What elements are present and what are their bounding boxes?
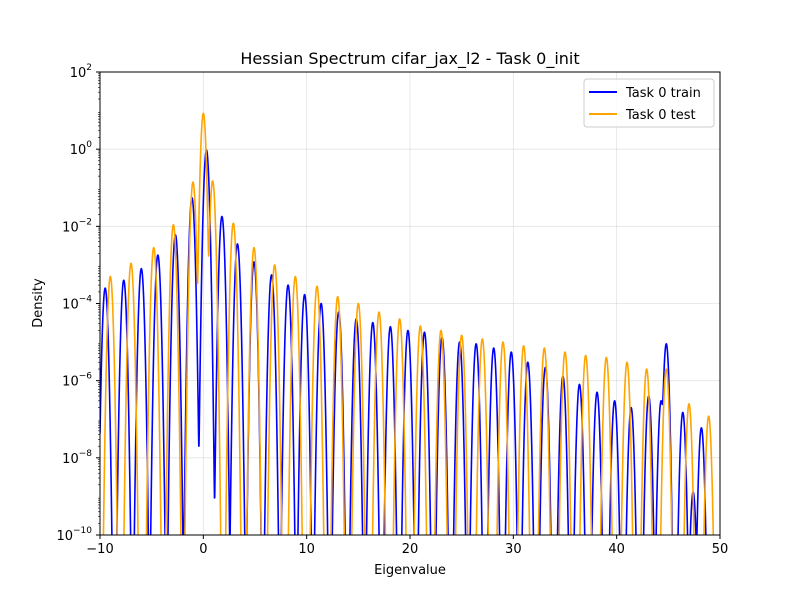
series-line-1 — [102, 112, 715, 535]
y-tick-label: 10−10 — [56, 526, 92, 544]
x-tick-label: 20 — [402, 542, 419, 557]
y-tick-label: 10−2 — [62, 217, 92, 235]
x-tick-label: 40 — [608, 542, 625, 557]
y-tick-base: 10 — [62, 452, 79, 467]
x-tick-label: 50 — [712, 542, 729, 557]
y-tick-exponent: −6 — [79, 372, 93, 382]
y-tick-base: 10 — [62, 375, 79, 390]
x-tick-label: −10 — [86, 542, 113, 557]
series-layer — [100, 112, 715, 535]
y-axis-label: Density — [31, 278, 46, 328]
y-tick-exponent: −4 — [79, 295, 93, 305]
legend: Task 0 train Task 0 test — [583, 78, 715, 128]
y-tick-label: 10−8 — [62, 449, 92, 467]
y-tick-exponent: 0 — [86, 140, 92, 150]
y-tick-label: 10−4 — [62, 295, 92, 313]
x-tick-label: 30 — [505, 542, 522, 557]
x-axis-label: Eigenvalue — [374, 563, 446, 578]
legend-label-0: Task 0 train — [625, 86, 701, 101]
y-tick-label: 100 — [70, 140, 93, 158]
y-tick-base: 10 — [62, 298, 79, 313]
x-tick-label: 0 — [199, 542, 207, 557]
ticks: −10 0 10 20 30 40 5010−1010−810−610−410−210010… — [56, 63, 728, 557]
series-line-0 — [100, 149, 707, 535]
y-tick-exponent: −10 — [73, 526, 92, 536]
legend-label-1: Task 0 test — [625, 108, 696, 123]
y-tick-base: 10 — [70, 143, 87, 158]
y-tick-exponent: −2 — [79, 217, 92, 227]
y-tick-base: 10 — [62, 220, 79, 235]
y-tick-label: 102 — [70, 63, 92, 81]
chart-title: Hessian Spectrum cifar_jax_l2 - Task 0_i… — [240, 49, 579, 69]
y-tick-exponent: 2 — [86, 63, 92, 73]
y-tick-label: 10−6 — [62, 372, 92, 390]
y-tick-base: 10 — [70, 66, 87, 81]
y-tick-base: 10 — [56, 529, 73, 544]
y-tick-exponent: −8 — [79, 449, 93, 459]
x-tick-label: 10 — [298, 542, 315, 557]
